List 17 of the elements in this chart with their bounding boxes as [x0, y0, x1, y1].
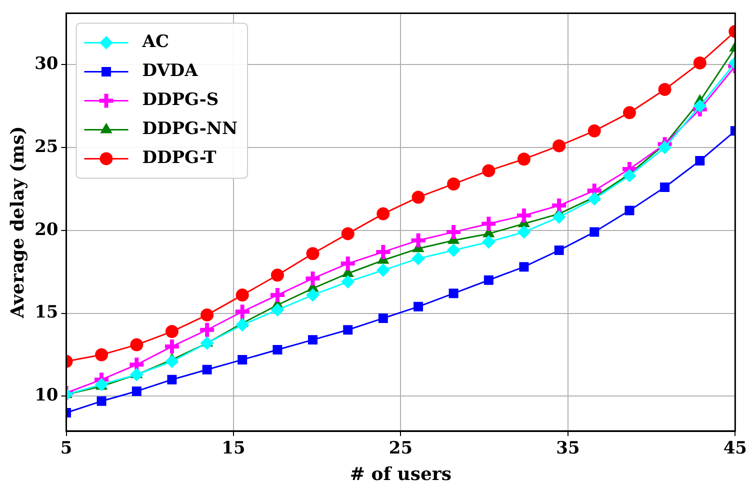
legend-label: DDPG-NN [142, 119, 238, 140]
x-tick-label: 15 [222, 438, 246, 459]
x-tick-label: 35 [556, 438, 580, 459]
y-tick-label: 25 [34, 136, 58, 157]
legend-label: DDPG-S [142, 90, 219, 110]
x-tick-label: 5 [60, 438, 72, 459]
y-axis-title: Average delay (ms) [7, 126, 28, 320]
y-tick-label: 15 [34, 302, 58, 323]
y-tick-label: 10 [34, 386, 58, 406]
x-tick-label: 25 [388, 438, 413, 459]
y-tick-label: 20 [34, 220, 58, 240]
x-tick-label: 45 [723, 438, 748, 459]
legend-label: DVDA [142, 61, 199, 82]
y-tick-label: 30 [34, 54, 58, 74]
legend-label: AC [141, 32, 169, 52]
x-axis-title: # of users [350, 464, 452, 485]
legend-label: DDPG-T [142, 148, 217, 168]
